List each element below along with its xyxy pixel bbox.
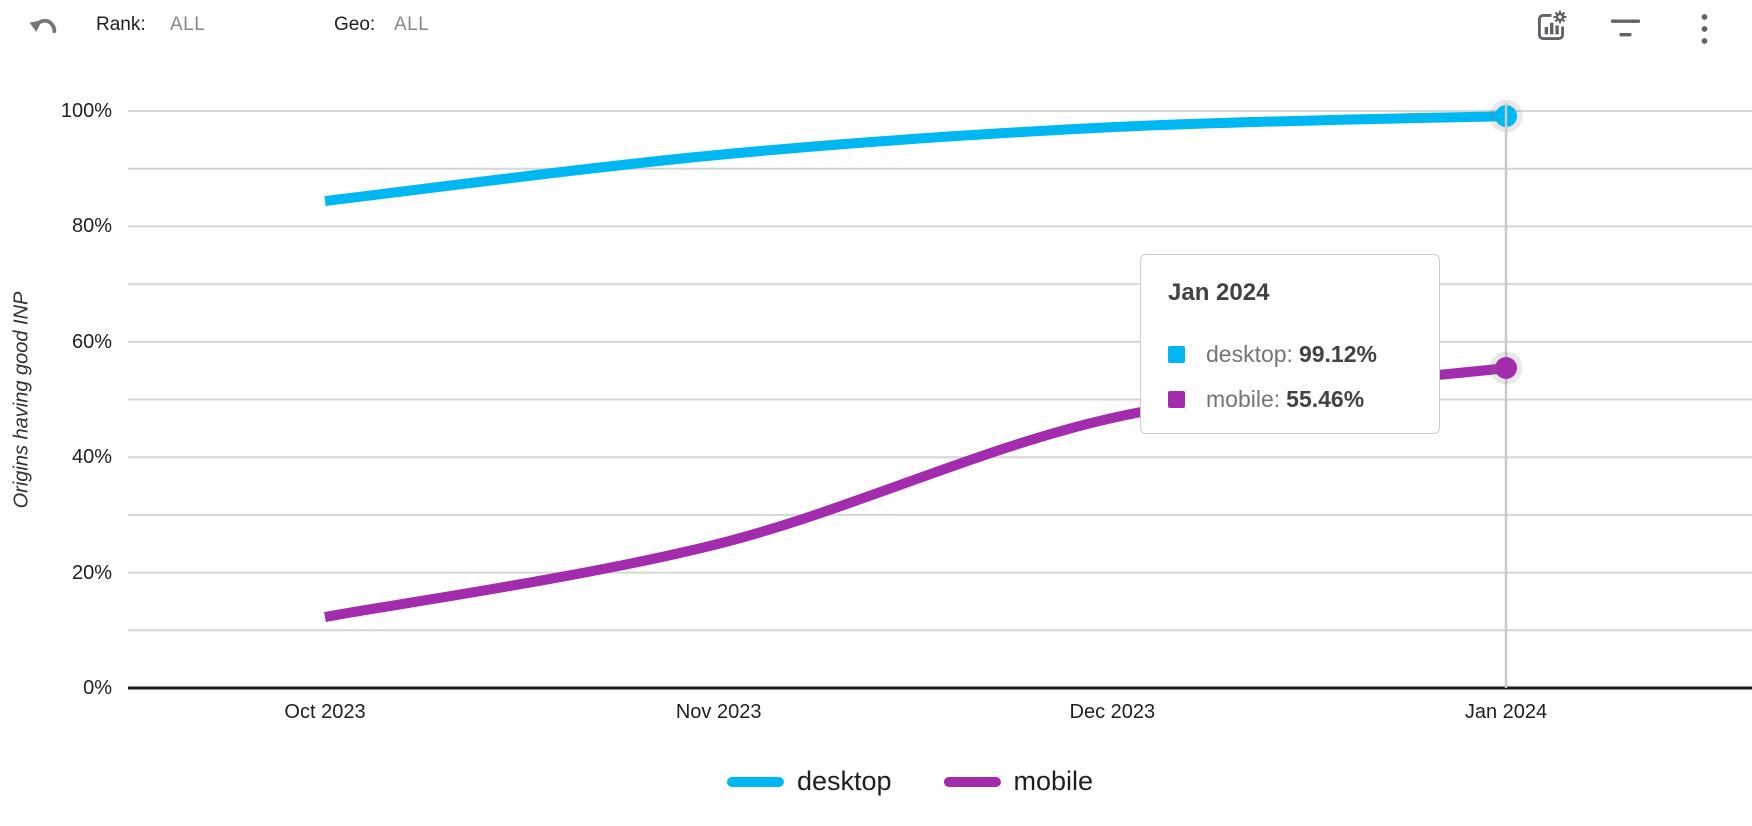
chart-legend: desktop mobile [726,766,1094,797]
legend-item-desktop: desktop [726,766,892,797]
y-tick-label: 60% [71,330,112,353]
tooltip-row-desktop: desktop: 99.12% [1168,341,1439,368]
rank-filter-label: Rank: [96,14,146,35]
desktop-line [324,111,1507,206]
tooltip-mobile-value: 55.46% [1286,386,1365,412]
legend-desktop-label: desktop [796,766,892,796]
legend-mobile-label: mobile [1013,766,1094,796]
tooltip-desktop-value: 99.12% [1298,341,1377,367]
mobile-point[interactable] [1495,356,1518,379]
mobile-swatch-icon [1168,391,1185,408]
mobile-line-swatch-icon [943,776,1001,787]
rank-filter-value[interactable]: ALL [170,14,206,35]
y-tick-label: 20% [71,561,112,584]
geo-filter-value[interactable]: ALL [394,14,430,35]
x-tick-label: Jan 2024 [1464,701,1548,723]
y-tick-label: 40% [71,446,112,469]
y-tick-label: 0% [83,677,112,699]
chart-tooltip: Jan 2024 desktop: 99.12% mobile: 55.46% [1140,254,1440,434]
more-vert-icon[interactable] [1693,8,1716,50]
tooltip-desktop-label: desktop: [1206,341,1293,367]
desktop-swatch-icon [1168,346,1185,363]
x-tick-label: Oct 2023 [284,701,366,723]
x-tick-label: Nov 2023 [675,701,762,723]
y-tick-label: 100% [60,100,112,122]
undo-icon[interactable] [23,7,61,45]
toolbar: Rank: ALL Geo: ALL [0,0,1752,56]
y-axis-title: Origins having good INP [10,291,33,509]
tooltip-title: Jan 2024 [1168,279,1270,306]
legend-item-mobile: mobile [943,766,1094,797]
y-tick-label: 80% [71,215,112,238]
desktop-line-swatch-icon [726,776,784,787]
filter-icon[interactable] [1608,12,1644,42]
chart-settings-icon[interactable] [1531,7,1571,47]
geo-filter-label: Geo: [334,14,376,35]
x-tick-label: Dec 2023 [1069,701,1156,723]
tooltip-row-mobile: mobile: 55.46% [1168,386,1439,413]
tooltip-mobile-label: mobile: [1206,386,1281,412]
